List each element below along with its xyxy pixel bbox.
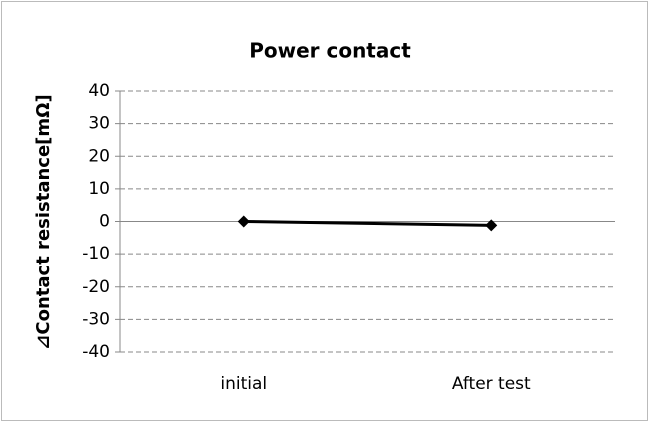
y-tick-label: -40	[82, 342, 110, 362]
y-tick-label: 0	[99, 212, 110, 232]
line	[243, 220, 492, 227]
y-axis-label: ⊿Contact resistance[mΩ]	[33, 94, 54, 349]
chart-title: Power contact	[249, 39, 411, 63]
marker	[485, 219, 498, 232]
y-tick-label: -20	[82, 277, 110, 297]
x-tick-label: After test	[452, 374, 531, 394]
y-tick-label: 40	[88, 81, 110, 101]
x-tick-label: initial	[220, 374, 267, 394]
y-tick-label: -10	[82, 244, 110, 264]
y-tick-label: -30	[82, 309, 110, 329]
y-tick-label: 30	[88, 114, 110, 134]
y-tick-label: 20	[88, 146, 110, 166]
marker	[237, 215, 250, 228]
y-tick-label: 10	[88, 179, 110, 199]
